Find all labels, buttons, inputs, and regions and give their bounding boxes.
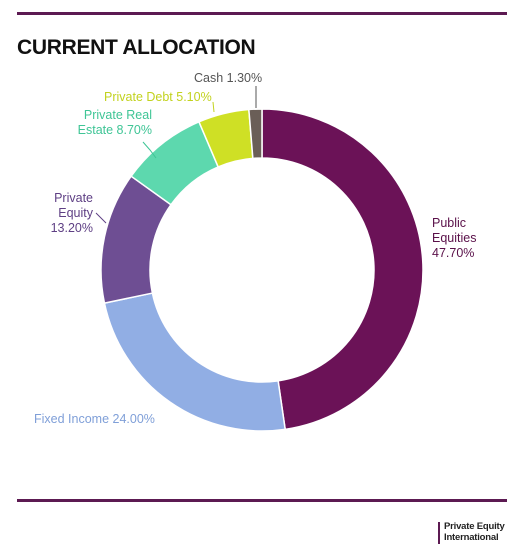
donut-chart: Public Equities 47.70% Fixed Income 24.00% P… — [34, 71, 476, 432]
brand-line-2: International — [444, 531, 499, 543]
leader-private-real-estate — [142, 141, 157, 159]
slice-public-equities — [261, 108, 424, 431]
label-cash: Cash 1.30% — [194, 71, 262, 85]
label-public-equities: Public Equities 47.70% — [432, 216, 476, 260]
brand-logo: Private Equity International — [438, 521, 505, 544]
label-fixed-income: Fixed Income 24.00% — [34, 412, 155, 426]
bottom-rule — [17, 499, 507, 502]
label-private-equity: Private Equity 13.20% — [51, 191, 94, 235]
slice-fixed-income — [103, 292, 287, 432]
label-private-real-estate: Private Real Estate 8.70% — [78, 108, 152, 137]
brand-line-1: Private Equity — [444, 521, 505, 532]
slice-cash — [248, 108, 263, 160]
leader-private-equity — [95, 212, 107, 224]
leader-private-debt — [212, 101, 215, 113]
top-rule — [17, 12, 507, 15]
chart-title: CURRENT ALLOCATION — [17, 36, 256, 59]
label-private-debt: Private Debt 5.10% — [104, 90, 212, 104]
